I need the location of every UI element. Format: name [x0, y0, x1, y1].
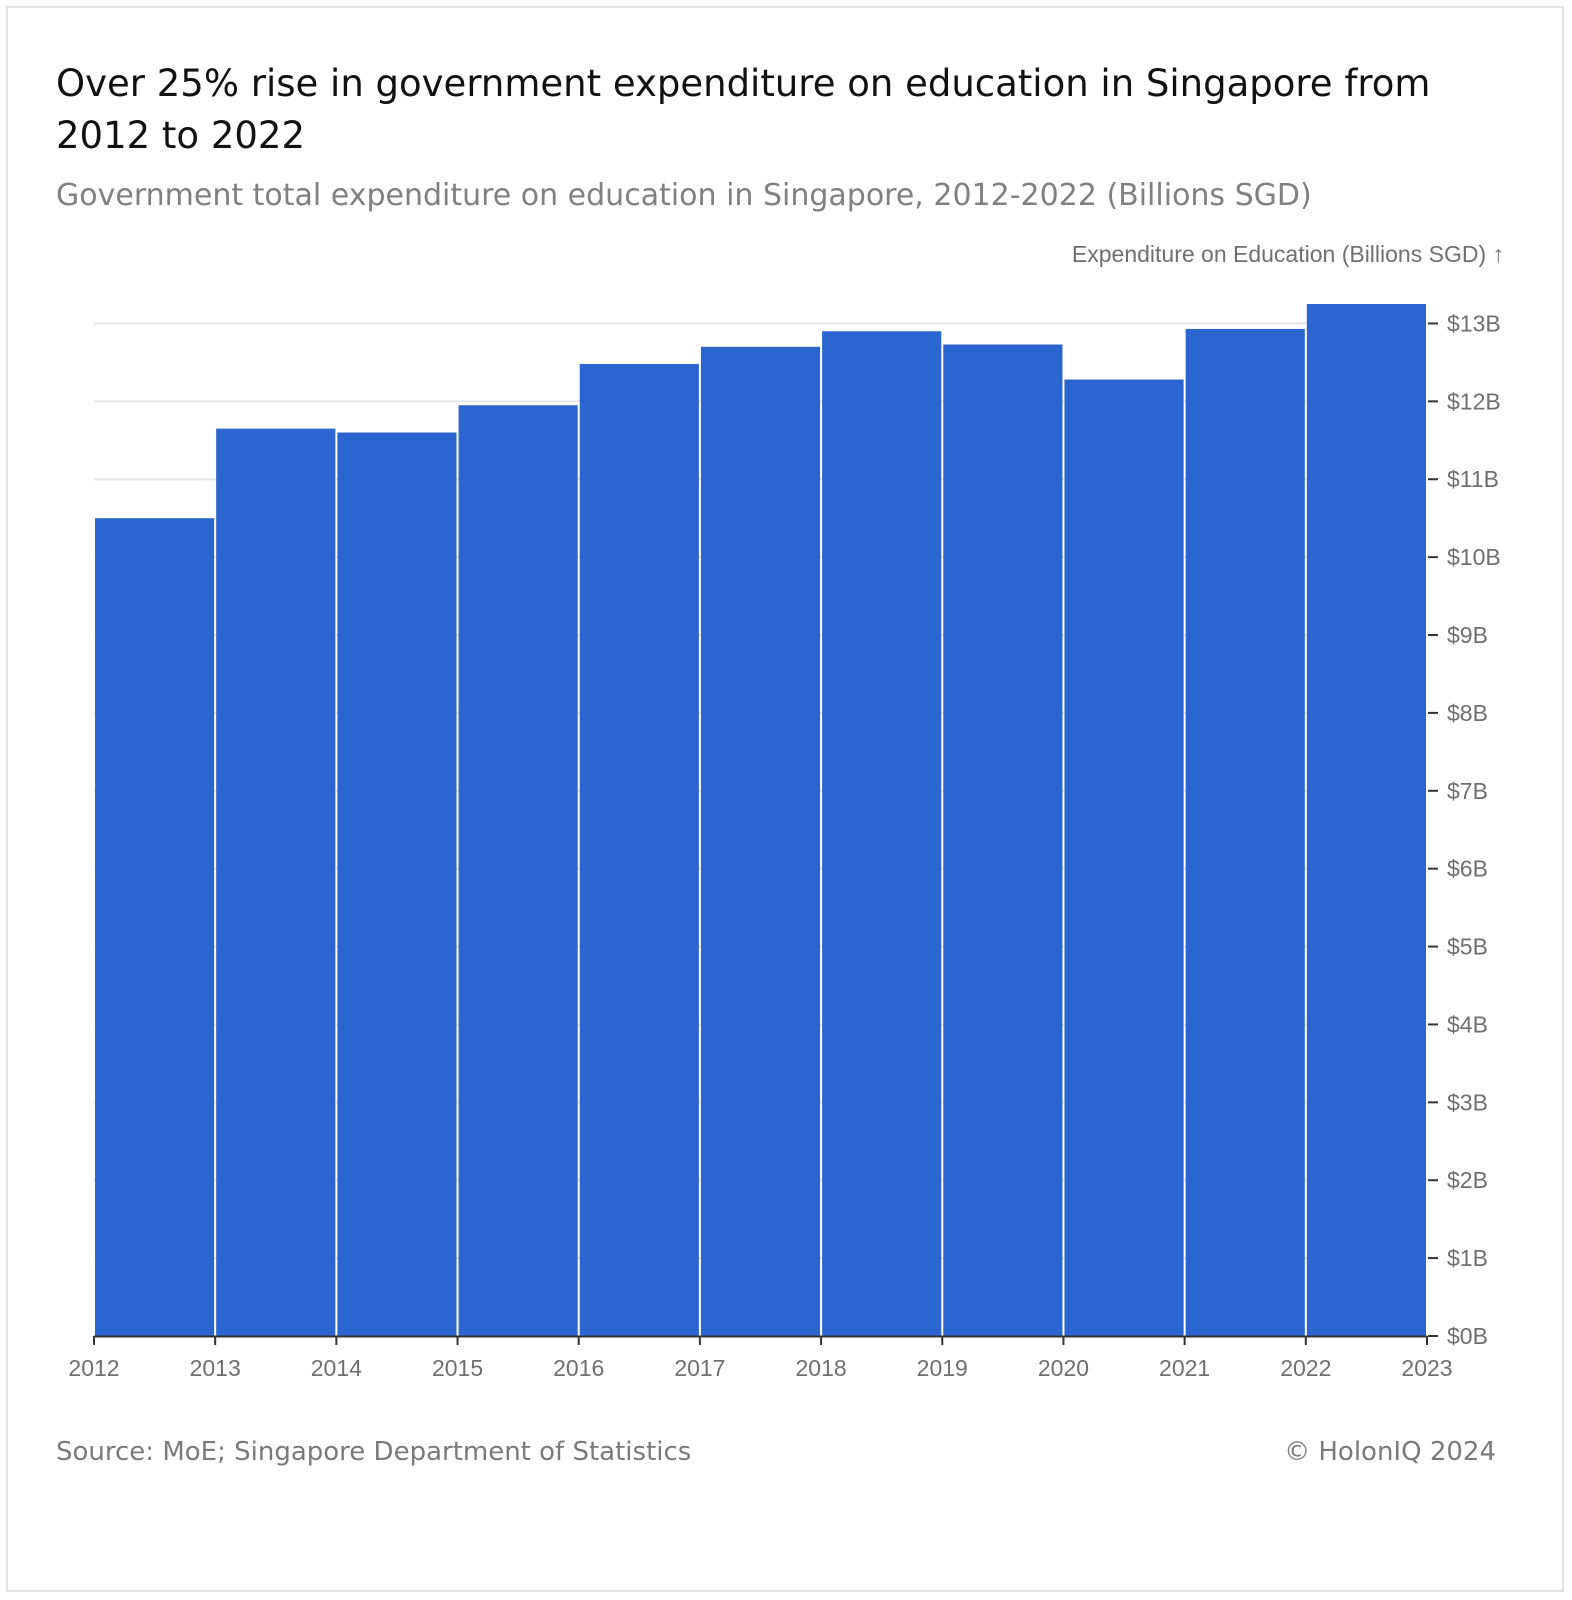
bar-2012	[95, 518, 215, 1336]
bar-2021	[1185, 328, 1305, 1336]
x-tick-label: 2021	[1159, 1355, 1210, 1381]
y-tick-label: $12B	[1447, 388, 1501, 414]
y-tick-label: $3B	[1447, 1089, 1488, 1115]
y-tick-label: $5B	[1447, 934, 1488, 960]
y-tick-label: $9B	[1447, 622, 1488, 648]
bar-2013	[216, 428, 336, 1336]
x-tick-label: 2013	[190, 1355, 241, 1381]
x-tick-label: 2019	[917, 1355, 968, 1381]
axes: 2012 2013 2014 2015 2016 2017 2018 2019 2020 2021…	[68, 310, 1500, 1381]
x-tick-label: 2012	[68, 1355, 119, 1381]
x-tick-label: 2017	[674, 1355, 725, 1381]
x-tick-label: 2014	[311, 1355, 362, 1381]
bar-2020	[1064, 379, 1184, 1337]
y-axis-title: Expenditure on Education (Billions SGD) …	[1072, 241, 1504, 267]
y-tick-label: $8B	[1447, 700, 1488, 726]
copyright-note: © HolonIQ 2024	[1284, 1437, 1496, 1467]
y-tick-label: $4B	[1447, 1011, 1488, 1037]
bar-2015	[458, 405, 578, 1337]
y-tick-label: $13B	[1447, 310, 1501, 336]
x-tick-label: 2016	[553, 1355, 604, 1381]
y-tick-label: $1B	[1447, 1245, 1488, 1271]
y-tick-label: $2B	[1447, 1167, 1488, 1193]
bar-2014	[337, 432, 457, 1337]
x-tick-label: 2022	[1280, 1355, 1331, 1381]
chart-title: Over 25% rise in government expenditure …	[56, 62, 1431, 157]
bar-2019	[943, 344, 1063, 1337]
x-tick-label: 2023	[1401, 1355, 1452, 1381]
bar-2018	[822, 331, 942, 1336]
chart-subtitle: Government total expenditure on educatio…	[56, 178, 1312, 213]
x-tick-label: 2015	[432, 1355, 483, 1381]
bar-2022	[1306, 304, 1426, 1336]
y-tick-label: $0B	[1447, 1323, 1488, 1349]
y-tick-label: $10B	[1447, 544, 1501, 570]
y-tick-label: $11B	[1447, 466, 1499, 492]
y-tick-label: $7B	[1447, 778, 1488, 804]
source-note: Source: MoE; Singapore Department of Sta…	[56, 1437, 692, 1467]
bars	[95, 304, 1426, 1337]
y-tick-label: $6B	[1447, 856, 1488, 882]
bar-2016	[579, 363, 699, 1336]
bar-2017	[700, 346, 821, 1336]
x-tick-label: 2018	[796, 1355, 847, 1381]
x-tick-label: 2020	[1038, 1355, 1089, 1381]
